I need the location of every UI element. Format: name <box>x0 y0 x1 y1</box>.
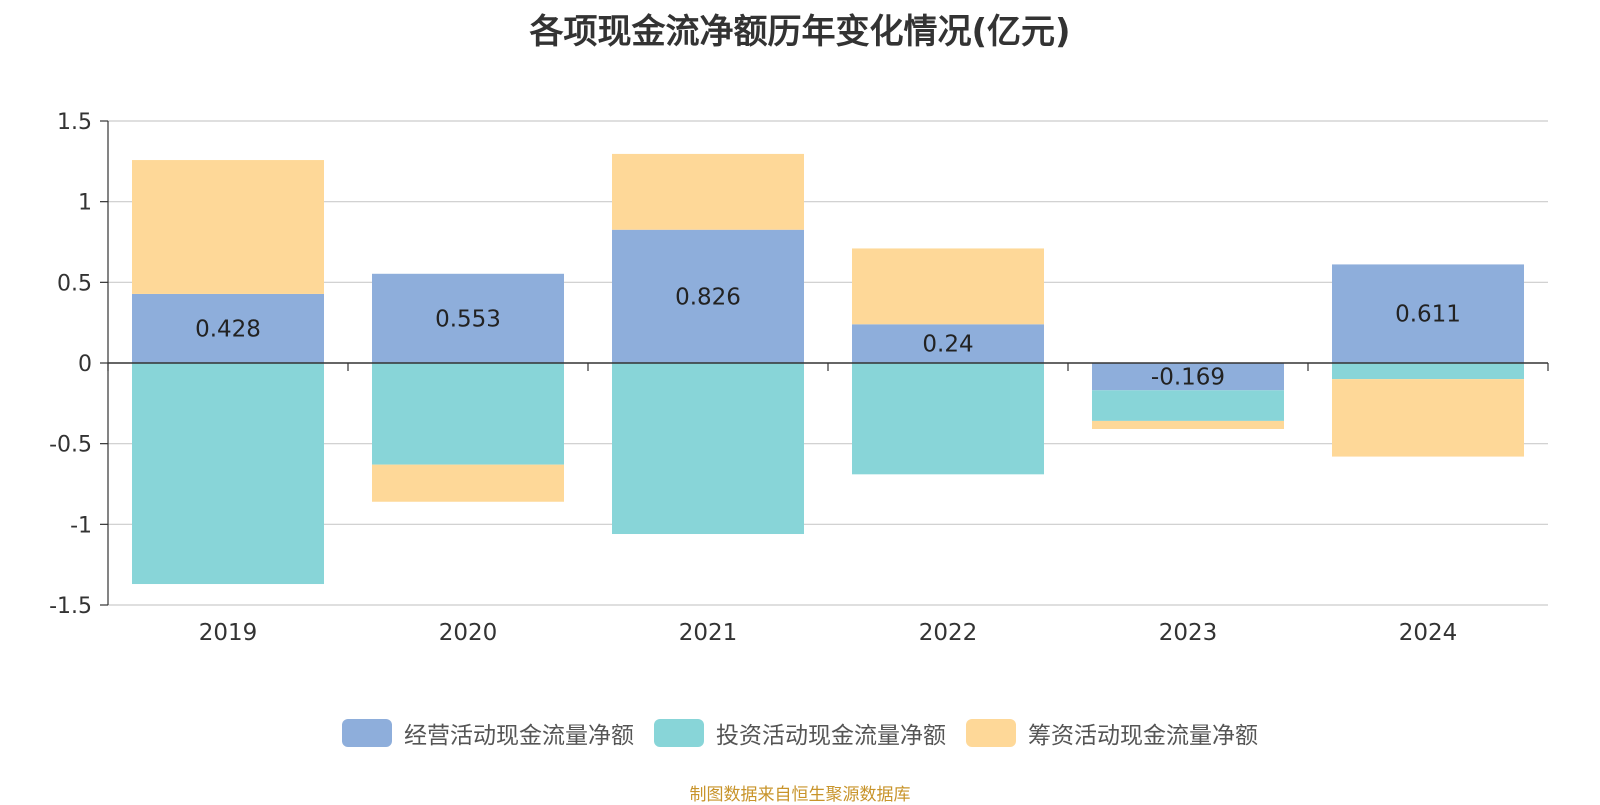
bar-2-2019 <box>132 160 324 294</box>
legend-label-operating: 经营活动现金流量净额 <box>404 723 634 749</box>
x-tick-label: 2020 <box>439 620 498 646</box>
y-tick-label: 1.5 <box>57 110 92 135</box>
legend-item-financing[interactable]: 筹资活动现金流量净额 <box>966 716 1258 750</box>
bar-0-2023 <box>1092 363 1284 391</box>
data-label: 0.611 <box>1395 302 1461 328</box>
bar-1-2021 <box>612 363 804 535</box>
bar-2-2024 <box>1332 379 1524 457</box>
legend-label-financing: 筹资活动现金流量净额 <box>1028 723 1258 749</box>
y-tick-label: 1 <box>78 191 92 216</box>
source-note: 制图数据来自恒生聚源数据库 <box>689 785 911 805</box>
bar-1-2019 <box>132 363 324 585</box>
chart-title: 各项现金流净额历年变化情况(亿元) <box>529 12 1071 52</box>
x-tick-label: 2024 <box>1399 620 1458 646</box>
y-tick-label: 0.5 <box>57 271 92 296</box>
y-tick-label: -1 <box>70 513 92 538</box>
legend-item-investing[interactable]: 投资活动现金流量净额 <box>654 716 946 750</box>
bar-0-2021 <box>612 229 804 363</box>
legend-item-operating[interactable]: 经营活动现金流量净额 <box>342 716 634 750</box>
bar-1-2020 <box>372 363 564 465</box>
bar-2-2023 <box>1092 420 1284 429</box>
bar-2-2022 <box>852 248 1044 325</box>
bar-0-2022 <box>852 324 1044 363</box>
bar-0-2024 <box>1332 264 1524 363</box>
y-tick-label: -1.5 <box>49 594 92 619</box>
x-tick-label: 2019 <box>199 620 258 646</box>
legend: 经营活动现金流量净额 投资活动现金流量净额 筹资活动现金流量净额 <box>0 716 1600 750</box>
legend-swatch-operating <box>342 719 392 747</box>
data-label: 0.553 <box>435 306 501 332</box>
data-label: 0.428 <box>195 316 261 342</box>
legend-swatch-investing <box>654 719 704 747</box>
data-label: 0.24 <box>922 332 973 358</box>
bar-0-2019 <box>132 293 324 363</box>
x-tick-label: 2021 <box>679 620 738 646</box>
y-tick-label: -0.5 <box>49 433 92 458</box>
x-tick-label: 2022 <box>919 620 978 646</box>
bar-2-2020 <box>372 464 564 502</box>
legend-swatch-financing <box>966 719 1016 747</box>
bar-1-2024 <box>1332 363 1524 380</box>
bar-1-2023 <box>1092 390 1284 421</box>
bar-1-2022 <box>852 363 1044 475</box>
y-tick-label: 0 <box>78 352 92 377</box>
bar-0-2020 <box>372 273 564 363</box>
data-label: -0.169 <box>1151 365 1225 391</box>
legend-label-investing: 投资活动现金流量净额 <box>716 723 946 749</box>
data-label: 0.826 <box>675 284 741 310</box>
x-tick-label: 2023 <box>1159 620 1218 646</box>
chart: 1.5 1 0.5 0 -0.5 -1 -1.5 0.428 0.553 0.826 0.24 -0.… <box>49 110 1549 646</box>
bar-2-2021 <box>612 153 804 230</box>
